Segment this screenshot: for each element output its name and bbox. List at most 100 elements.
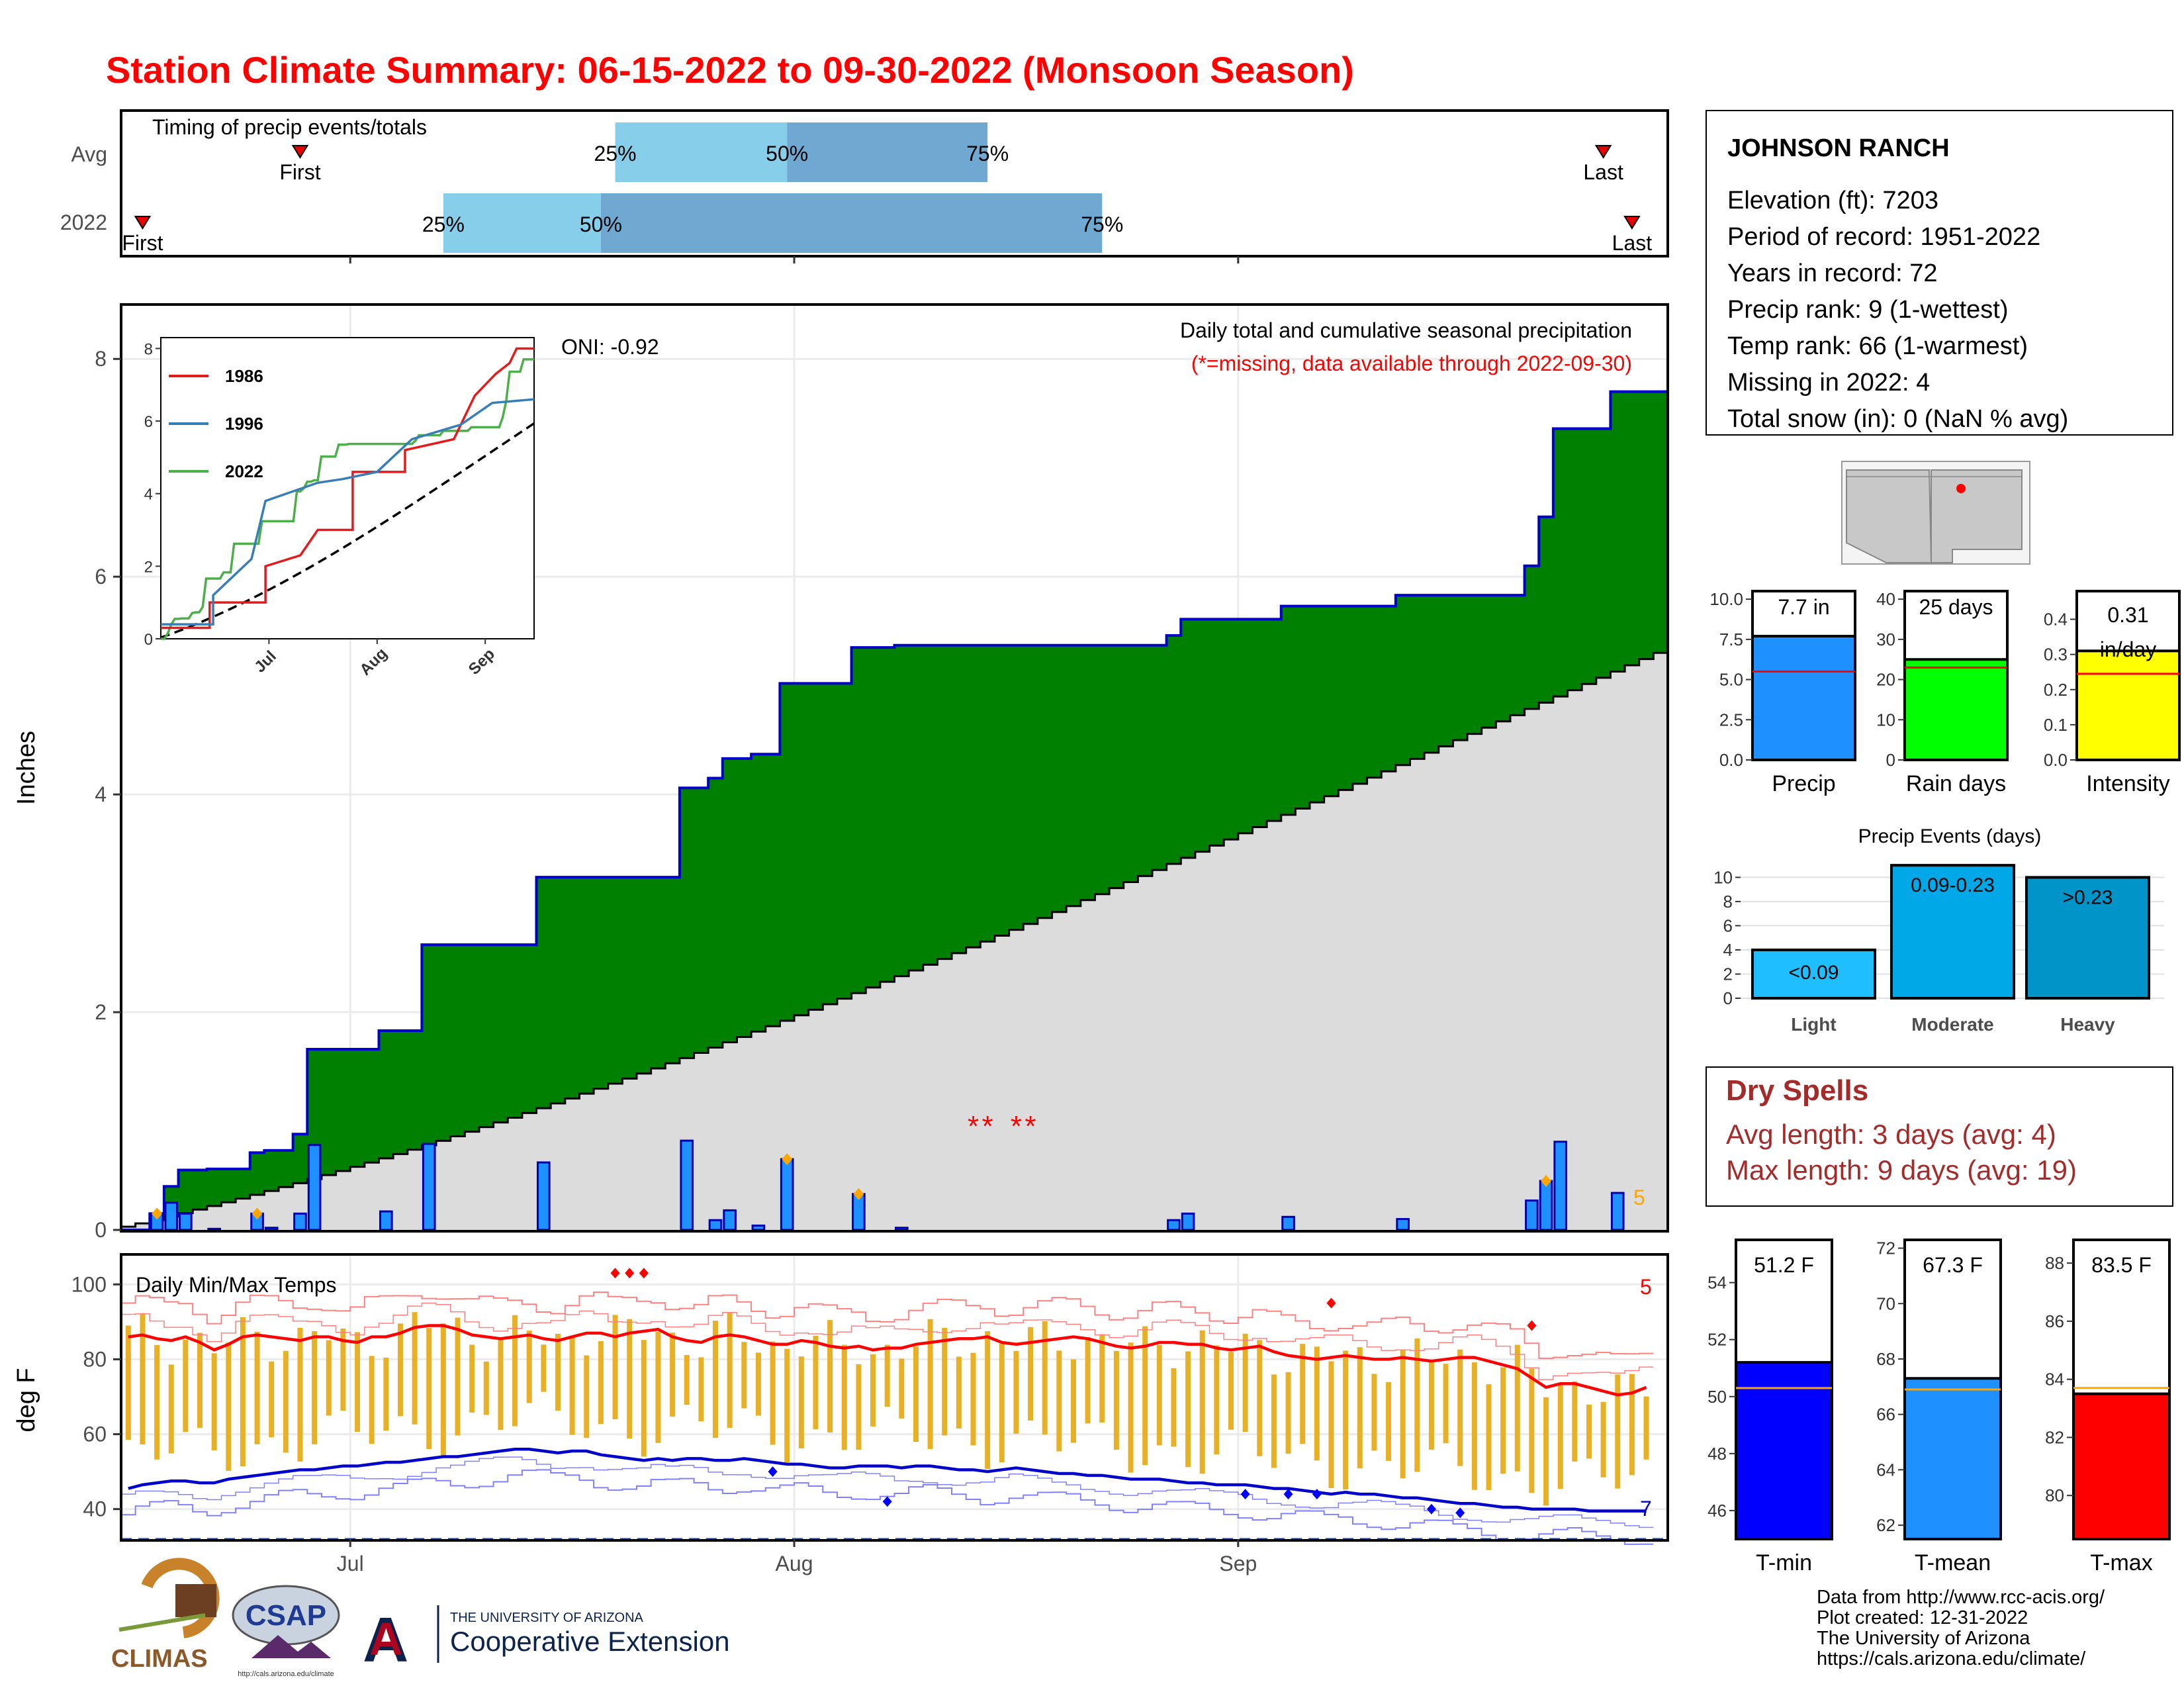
summary-tick-label-rain-days: 30 <box>1876 630 1895 649</box>
temp-y-tick-label: 60 <box>83 1423 107 1446</box>
temp-corner-bottom: 7 <box>1640 1497 1652 1521</box>
timing-bar-avg-q25-q50 <box>615 122 788 182</box>
precip-panel-border <box>120 303 1669 1233</box>
csap-logo: CSAP http://cals.arizona.edu/climate <box>232 1585 340 1678</box>
timing-row-label-2022: 2022 <box>60 211 107 234</box>
events-category-heavy: Heavy <box>2060 1014 2115 1035</box>
events-bar-label-light: <0.09 <box>1789 962 1839 984</box>
temp-summary-tick-label-t-max: 86 <box>2045 1311 2064 1331</box>
csap-mountains <box>251 1635 331 1658</box>
daily-temp-range-bar <box>999 1343 1005 1463</box>
daily-temp-range-bar <box>1314 1346 1320 1461</box>
summary-tick-label-rain-days: 10 <box>1876 710 1895 729</box>
timing-2022-q50-label: 50% <box>580 212 622 236</box>
daily-temp-range-bar <box>555 1333 561 1411</box>
events-bar-label-moderate: 0.09-0.23 <box>1911 874 1995 896</box>
daily-temp-range-bar <box>784 1348 790 1463</box>
csap-wordmark: CSAP <box>246 1599 326 1632</box>
low-min-temp-line <box>121 1456 1654 1528</box>
temp-summary-tick-label-t-min: 54 <box>1707 1273 1727 1293</box>
daily-temp-range-bar <box>870 1354 876 1427</box>
precip-corner-count: 5 <box>1633 1186 1645 1209</box>
daily-temp-range-bar <box>1543 1397 1549 1506</box>
precip-y-axis-label: Inches <box>13 731 40 805</box>
daily-temp-range-bar <box>1357 1347 1363 1469</box>
temp-summary-tick-label-t-mean: 66 <box>1876 1405 1895 1425</box>
record-low-marker <box>1312 1489 1322 1500</box>
daily-temp-range-bar <box>884 1344 890 1407</box>
summary-tick-label-precip: 10.0 <box>1709 589 1743 609</box>
precip-y-tick-label: 6 <box>95 565 107 588</box>
daily-temp-range-bar <box>412 1312 418 1425</box>
logos: CLIMAS CSAP http://cals.arizona.edu/clim… <box>111 1558 730 1678</box>
daily-temp-range-bar <box>1300 1344 1306 1444</box>
record-precip-marker <box>251 1207 263 1220</box>
daily-temp-range-bar <box>942 1327 948 1436</box>
daily-temp-range-bar <box>254 1331 260 1444</box>
station-box-frame <box>1706 110 2173 436</box>
climas-logo: CLIMAS <box>111 1558 220 1673</box>
summary-tick-label-intensity: 0.2 <box>2044 680 2068 700</box>
inset-legend-label-2022: 2022 <box>225 461 263 481</box>
daily-temp-range-bar <box>970 1352 976 1446</box>
temp-panel: Daily Min/Max Temps 5 7 deg F 406080100 … <box>13 1253 1669 1575</box>
daily-temp-range-bar <box>1643 1396 1649 1460</box>
record-high-marker <box>1326 1297 1336 1309</box>
temp-panel-title: Daily Min/Max Temps <box>136 1273 336 1297</box>
timing-bar-avg-q50-q75 <box>787 122 988 182</box>
daily-precip-bar <box>422 1143 436 1231</box>
summary-bar-precip <box>1751 635 1856 761</box>
station-line-missing: Missing in 2022: 4 <box>1727 369 1930 397</box>
daily-temp-range-bar <box>1242 1333 1248 1432</box>
station-line-period: Period of record: 1951-2022 <box>1727 223 2040 251</box>
daily-precip-bar <box>537 1161 551 1231</box>
station-line-years: Years in record: 72 <box>1727 259 1938 287</box>
temp-content <box>121 1268 1668 1545</box>
temp-summary-bar-t-max <box>2072 1392 2171 1540</box>
record-precip-marker <box>152 1207 163 1220</box>
daily-temp-range-bar <box>1443 1364 1449 1444</box>
timing-content: 25% 50% 75% First Last 25% 50% 75% First Last <box>122 122 1652 263</box>
timing-panel: Timing of precip events/totals 25% 50% 75%… <box>60 109 1669 263</box>
inset-series-1996 <box>161 398 535 626</box>
record-low-marker <box>1455 1507 1465 1519</box>
daily-temp-range-bar <box>598 1341 604 1425</box>
daily-temp-range-bar <box>355 1332 361 1432</box>
events-bar-moderate <box>1890 864 2015 1000</box>
temp-summary-tick-label-t-mean: 70 <box>1876 1293 1895 1313</box>
temp-summary-label-t-min: T-min <box>1756 1550 1812 1575</box>
daily-temp-range-bar <box>1457 1349 1463 1466</box>
daily-temp-range-bar <box>612 1315 618 1419</box>
daily-temp-range-bar <box>1028 1327 1034 1421</box>
temp-y-axis: 40 60 80 100 <box>71 1272 121 1521</box>
timing-bar-2022-q25-q50 <box>443 193 601 253</box>
temp-summary-tick-label-t-max: 82 <box>2045 1427 2064 1447</box>
daily-precip-bar <box>723 1209 737 1231</box>
daily-temp-range-bar <box>670 1333 676 1417</box>
record-low-marker <box>1426 1503 1436 1515</box>
summary-label-intensity: Intensity <box>2086 771 2170 796</box>
daily-temp-range-bar <box>1328 1361 1334 1488</box>
precip-y-tick-label: 4 <box>95 782 107 806</box>
oni-label: ONI: -0.92 <box>561 335 659 359</box>
record-high-marker <box>639 1268 649 1279</box>
daily-temp-range-bar <box>1572 1381 1578 1462</box>
timing-avg-first-label: First <box>279 160 320 184</box>
station-line-elevation: Elevation (ft): 7203 <box>1727 187 1938 214</box>
daily-precip-bar <box>1181 1212 1195 1231</box>
daily-temp-range-bar <box>1586 1404 1592 1459</box>
daily-temp-range-bar <box>541 1344 547 1392</box>
daily-temp-range-bar <box>1056 1350 1062 1452</box>
daily-temp-range-bar <box>1428 1360 1434 1450</box>
inset-y-tick-label: 2 <box>144 558 153 576</box>
daily-temp-range-bar <box>856 1364 862 1450</box>
temp-y-tick-label: 80 <box>83 1347 107 1371</box>
inset-series-2022 <box>161 358 534 640</box>
missing-data-marker: * <box>1025 1110 1036 1143</box>
daily-temp-range-bar <box>584 1355 590 1438</box>
daily-precip-bar <box>895 1227 909 1231</box>
daily-temp-range-bar <box>340 1328 346 1411</box>
timing-avg-last-marker <box>1594 145 1612 159</box>
timing-2022-first-marker <box>134 216 152 230</box>
timing-avg-q25-label: 25% <box>594 142 637 165</box>
